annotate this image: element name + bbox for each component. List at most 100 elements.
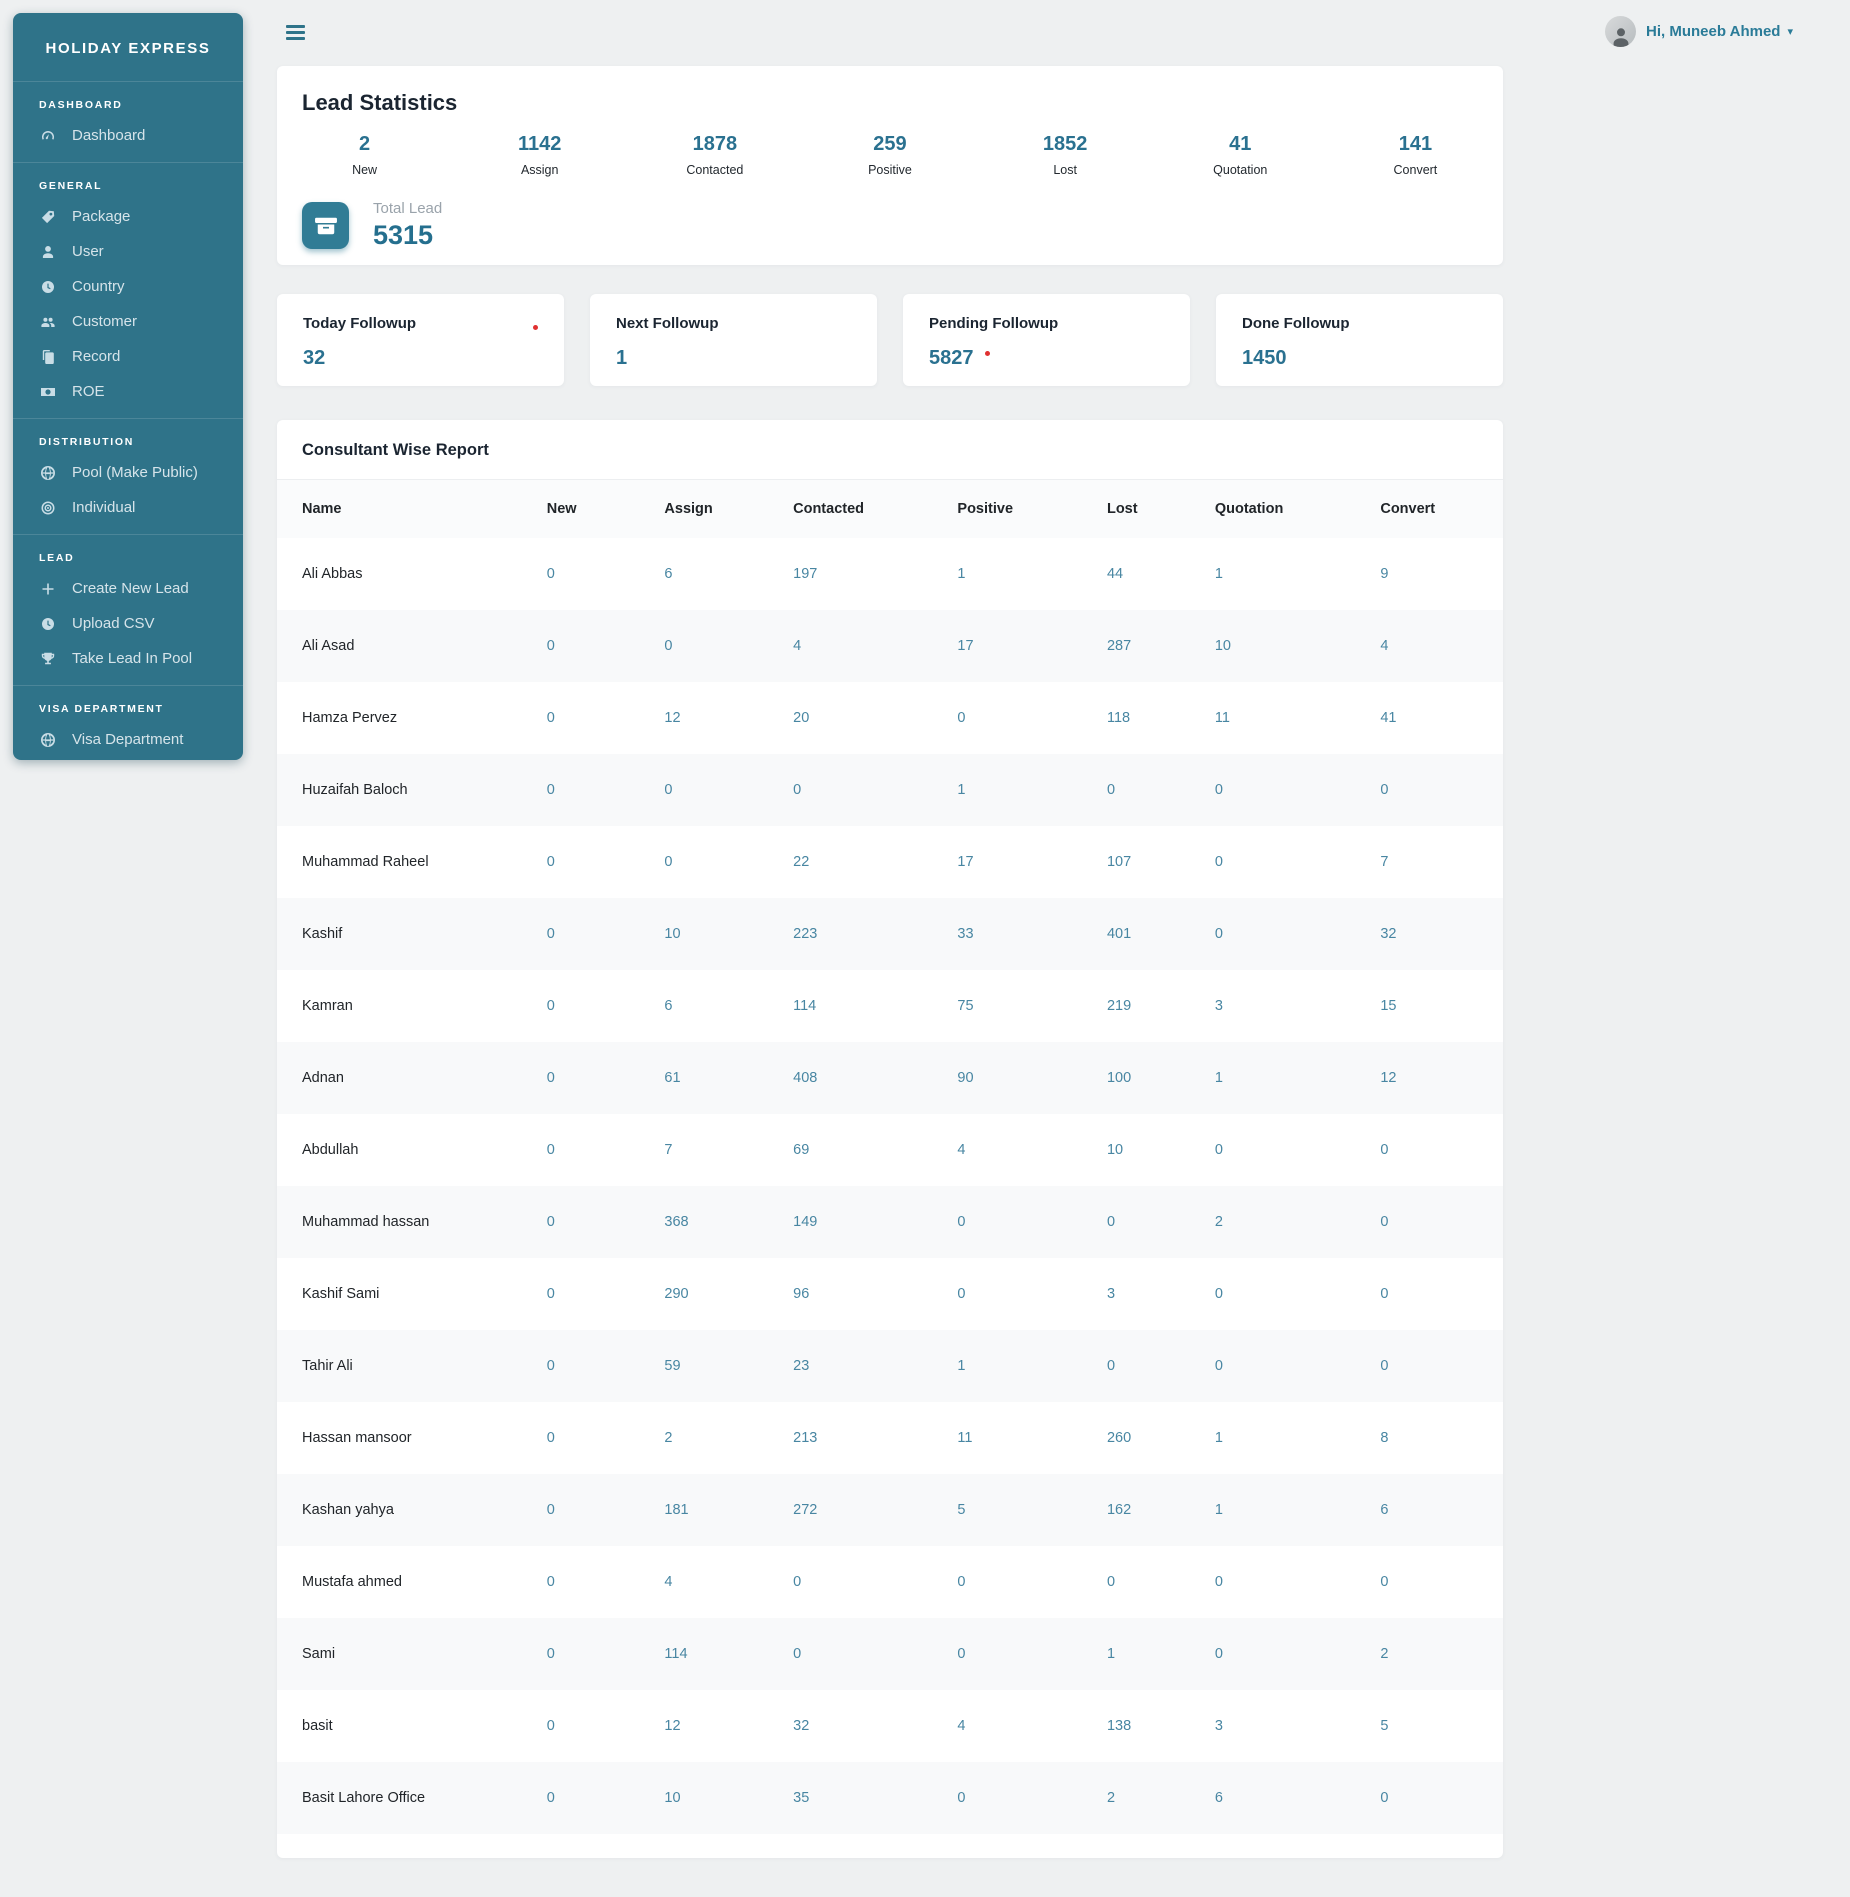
stat-cell: 408 xyxy=(793,1070,818,1086)
stat-cell: 3 xyxy=(1214,998,1223,1014)
stat-label: Assign xyxy=(520,163,559,177)
table-row[interactable]: Kashan yahya 0 181 272 5 162 1 xyxy=(277,1474,1503,1546)
sidebar-item[interactable]: Dashboard xyxy=(13,118,243,153)
table-row[interactable]: basit 0 12 32 4 138 3 xyxy=(277,1690,1503,1762)
stat-cell: 0 xyxy=(546,782,555,798)
followup-card[interactable]: Done Followup 1450 xyxy=(1216,294,1503,386)
sidebar-item[interactable]: Package xyxy=(13,199,243,234)
table-row[interactable]: Kashif 0 10 223 33 401 0 xyxy=(277,898,1503,970)
copy-icon xyxy=(39,348,57,366)
sidebar-item-label: Take Lead In Pool xyxy=(72,650,193,667)
column-header: New xyxy=(546,480,665,538)
table-row[interactable]: Ali Asad 0 0 4 17 287 10 xyxy=(277,610,1503,682)
column-header: Lost xyxy=(1106,480,1215,538)
avatar xyxy=(1605,16,1637,47)
stat-cell: 2 xyxy=(1106,1790,1116,1806)
stat-cell: 0 xyxy=(1214,1142,1223,1158)
stat-cell: 6 xyxy=(664,566,673,582)
sidebar-item[interactable]: Customer xyxy=(13,304,243,339)
stat-cell: 290 xyxy=(664,1286,689,1302)
stat-cell: 75 xyxy=(957,998,974,1014)
table-row[interactable]: Basit Lahore Office 0 10 35 0 2 6 xyxy=(277,1762,1503,1834)
followup-card[interactable]: Next Followup 1 xyxy=(590,294,877,386)
stat-cell: 1 xyxy=(1106,1646,1116,1662)
stat-cell: 32 xyxy=(1380,926,1397,942)
stat-tile: 2 New xyxy=(277,133,452,177)
trophy-icon xyxy=(39,650,57,668)
stat-cell: 0 xyxy=(546,710,555,726)
sidebar-item[interactable]: Pool (Make Public) xyxy=(13,455,243,490)
stat-label: New xyxy=(352,163,378,177)
sidebar-item[interactable]: Upload CSV xyxy=(13,606,243,641)
sidebar-item[interactable]: Country xyxy=(13,269,243,304)
stat-cell: 0 xyxy=(546,1574,555,1590)
stat-tile: 141 Convert xyxy=(1328,133,1503,177)
table-row[interactable]: Ali Abbas 0 6 197 1 44 1 xyxy=(277,538,1503,610)
sidebar-item[interactable]: ROE xyxy=(13,374,243,409)
stat-cell: 0 xyxy=(1106,1574,1116,1590)
followup-card[interactable]: Today Followup 32 xyxy=(277,294,564,386)
sidebar-item-label: Pool (Make Public) xyxy=(72,464,198,481)
stat-cell: 2 xyxy=(664,1430,673,1446)
stat-cell: 6 xyxy=(664,998,673,1014)
table-row[interactable]: Muhammad hassan 0 368 149 0 0 2 xyxy=(277,1186,1503,1258)
consultant-name: Mustafa ahmed xyxy=(302,1574,402,1590)
globe-icon xyxy=(39,464,57,482)
sidebar-item[interactable]: Record xyxy=(13,339,243,374)
sidebar-section-label: VISA DEPARTMENT xyxy=(39,703,164,715)
table-row[interactable]: Hamza Pervez 0 12 20 0 118 11 xyxy=(277,682,1503,754)
stat-cell: 61 xyxy=(664,1070,681,1086)
stat-cell: 0 xyxy=(664,638,673,654)
table-row[interactable]: Adnan 0 61 408 90 100 1 xyxy=(277,1042,1503,1114)
sidebar-item-label: Upload CSV xyxy=(72,615,155,632)
stat-cell: 17 xyxy=(957,854,974,870)
table-row[interactable]: Hassan mansoor 0 2 213 11 260 1 xyxy=(277,1402,1503,1474)
sidebar-item-label: Package xyxy=(72,208,131,225)
table-row[interactable]: Kamran 0 6 114 75 219 3 xyxy=(277,970,1503,1042)
table-row[interactable]: Kashif Sami 0 290 96 0 3 0 xyxy=(277,1258,1503,1330)
sidebar-item[interactable]: Create New Lead xyxy=(13,571,243,606)
stat-cell: 0 xyxy=(793,1574,802,1590)
stat-cell: 0 xyxy=(1214,782,1223,798)
stat-cell: 1 xyxy=(1214,1070,1223,1086)
user-menu[interactable]: Hi, Muneeb Ahmed ▾ xyxy=(1605,16,1793,47)
stat-cell: 0 xyxy=(1214,854,1223,870)
stat-cell: 0 xyxy=(546,1646,555,1662)
menu-icon[interactable] xyxy=(286,25,305,40)
table-row[interactable]: Sami 0 114 0 0 1 0 xyxy=(277,1618,1503,1690)
stat-cell: 0 xyxy=(1106,782,1116,798)
stat-tile: 41 Quotation xyxy=(1153,133,1328,177)
consultant-name: Muhammad Raheel xyxy=(302,854,429,870)
table-row[interactable]: Muhammad Raheel 0 0 22 17 107 0 xyxy=(277,826,1503,898)
stat-cell: 213 xyxy=(793,1430,818,1446)
stat-value: 141 xyxy=(1398,133,1433,155)
alert-dot xyxy=(984,351,990,357)
archive-icon xyxy=(302,202,349,249)
followup-row: Today Followup 32 Next Followup 1 Pendin… xyxy=(277,294,1503,386)
stat-cell: 0 xyxy=(546,1214,555,1230)
sidebar-item[interactable]: Individual xyxy=(13,490,243,525)
sidebar-item[interactable]: User xyxy=(13,234,243,269)
consultant-name: Huzaifah Baloch xyxy=(302,782,408,798)
consultant-name: Adnan xyxy=(302,1070,344,1086)
table-row[interactable]: Huzaifah Baloch 0 0 0 1 0 0 xyxy=(277,754,1503,826)
stat-cell: 0 xyxy=(546,1286,555,1302)
table-row[interactable]: Tahir Ali 0 59 23 1 0 0 xyxy=(277,1330,1503,1402)
stat-cell: 1 xyxy=(957,782,966,798)
stat-cell: 0 xyxy=(546,926,555,942)
topbar: Hi, Muneeb Ahmed ▾ xyxy=(243,0,1850,66)
globe-icon xyxy=(39,731,57,749)
stat-cell: 69 xyxy=(793,1142,810,1158)
sidebar-item[interactable]: Take Lead In Pool xyxy=(13,641,243,676)
table-row[interactable]: Mustafa ahmed 0 4 0 0 0 0 xyxy=(277,1546,1503,1618)
caret-down-icon: ▾ xyxy=(1787,26,1793,38)
stat-cell: 0 xyxy=(1214,1286,1223,1302)
target-icon xyxy=(39,499,57,517)
stat-cell: 0 xyxy=(957,1790,966,1806)
followup-card[interactable]: Pending Followup 5827 xyxy=(903,294,1190,386)
table-row[interactable]: Abdullah 0 7 69 4 10 0 xyxy=(277,1114,1503,1186)
column-header: Convert xyxy=(1380,480,1503,538)
stat-cell: 0 xyxy=(1214,926,1223,942)
stat-cell: 32 xyxy=(793,1718,810,1734)
sidebar-item[interactable]: Visa Department xyxy=(13,722,243,757)
